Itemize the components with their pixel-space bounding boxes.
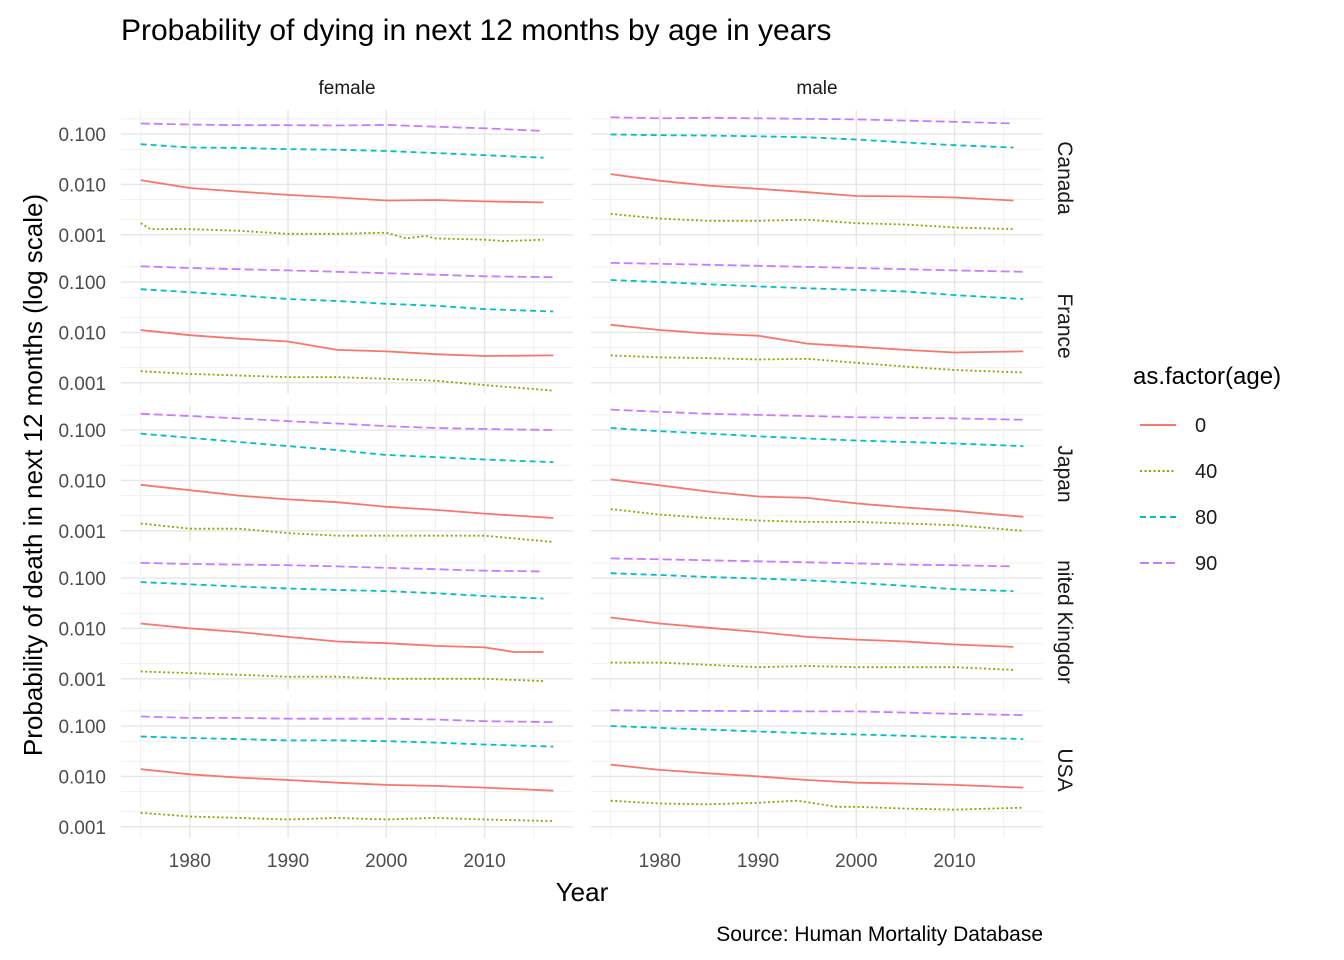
panel-france-female (140, 265, 554, 392)
series-line-age-90-japan-female (140, 412, 554, 431)
facet-col-label-male: male (796, 78, 837, 99)
series-line-age-40-usa-male (610, 799, 1024, 811)
series-line-age-80-usa-female (140, 735, 554, 748)
series-line-age-80-nited-kingdor-male (610, 572, 1014, 592)
panel-grid-canada-female (121, 110, 573, 246)
panel-grid-france-female (121, 258, 573, 394)
y-tick-label: 0.100 (58, 717, 106, 738)
series-line-age-0-japan-female (140, 483, 554, 519)
panel-japan-male (610, 408, 1024, 532)
panel-usa-female (140, 715, 554, 822)
y-tick-label: 0.001 (58, 670, 106, 691)
x-tick-label: 2010 (463, 851, 505, 872)
facet-row-label-france: France (1053, 293, 1076, 358)
legend-entry-0: 0 (1140, 415, 1206, 437)
x-tick-label: 2000 (365, 851, 407, 872)
legend-label-0: 0 (1195, 415, 1206, 437)
series-line-age-90-nited-kingdor-female (140, 562, 544, 573)
y-axis-title: Probability of death in next 12 months (… (18, 194, 48, 756)
series-line-age-0-canada-female (140, 179, 544, 204)
series-line-age-80-canada-male (610, 133, 1014, 149)
legend: as.factor(age) 0 40 80 90 (1133, 363, 1281, 575)
panel-grid-japan-female (121, 406, 573, 542)
y-tick-label: 0.001 (58, 374, 106, 395)
series-line-age-90-usa-male (610, 709, 1024, 716)
y-tick-label: 0.010 (58, 471, 106, 492)
panel-grid-nited-kingdor-male (591, 554, 1043, 690)
x-tick-label: 1990 (737, 851, 779, 872)
series-line-age-80-japan-male (610, 427, 1024, 447)
panel-france-male (610, 262, 1024, 374)
y-tick-label: 0.100 (58, 273, 106, 294)
panel-grid-usa-male (591, 702, 1043, 838)
facet-row-label-japan: Japan (1053, 445, 1076, 502)
y-tick-label: 0.001 (58, 522, 106, 543)
x-tick-label: 1980 (169, 851, 211, 872)
y-tick-label: 0.001 (58, 818, 106, 839)
x-tick-label: 2010 (933, 851, 975, 872)
x-tick-label: 1990 (267, 851, 309, 872)
series-line-age-80-france-female (140, 288, 554, 313)
panel-usa-male (610, 709, 1024, 811)
series-line-age-80-france-male (610, 279, 1024, 300)
legend-label-80: 80 (1195, 507, 1217, 529)
series-line-age-90-usa-female (140, 715, 554, 723)
panel-canada-male (610, 116, 1014, 230)
x-axis-title: Year (556, 877, 609, 907)
series-line-age-80-japan-female (140, 432, 554, 464)
series-line-age-0-canada-male (610, 173, 1014, 202)
series-line-age-90-japan-male (610, 408, 1024, 421)
series-line-age-0-france-male (610, 323, 1024, 354)
y-tick-label: 0.010 (58, 175, 106, 196)
facet-row-strips: Canada France Japan nited Kingdor USA (1053, 141, 1076, 791)
facet-col-label-female: female (318, 78, 375, 99)
source-caption: Source: Human Mortality Database (716, 923, 1043, 946)
series-line-age-0-nited-kingdor-male (610, 616, 1014, 648)
series-line-age-0-usa-female (140, 768, 554, 792)
legend-entry-80: 80 (1140, 507, 1217, 529)
x-tick-label: 2000 (835, 851, 877, 872)
y-tick-label: 0.010 (58, 323, 106, 344)
panel-nited-kingdor-female (140, 562, 544, 682)
series-line-age-90-nited-kingdor-male (610, 557, 1014, 568)
series-line-age-0-france-female (140, 329, 554, 357)
y-tick-label: 0.100 (58, 569, 106, 590)
legend-entry-90: 90 (1140, 553, 1217, 575)
series-line-age-40-canada-female (140, 222, 544, 243)
series-line-age-80-nited-kingdor-female (140, 581, 544, 600)
facet-row-label-usa: USA (1053, 748, 1076, 791)
chart-title: Probability of dying in next 12 months b… (121, 14, 831, 47)
series-line-age-0-japan-male (610, 478, 1024, 518)
panel-grid-usa-female (121, 702, 573, 838)
legend-label-90: 90 (1195, 553, 1217, 575)
y-tick-label: 0.010 (58, 619, 106, 640)
facet-row-label-canada: Canada (1053, 141, 1076, 215)
panel-japan-female (140, 412, 554, 543)
series-line-age-90-canada-female (140, 122, 544, 132)
legend-entry-40: 40 (1140, 461, 1217, 483)
facet-row-label-nited-kingdor: nited Kingdor (1053, 560, 1076, 684)
series-line-age-80-usa-male (610, 725, 1024, 740)
series-line-age-90-france-male (610, 262, 1024, 273)
series-line-age-0-usa-male (610, 763, 1024, 789)
series-line-age-0-nited-kingdor-female (140, 622, 544, 653)
y-tick-label: 0.100 (58, 421, 106, 442)
panel-grid-japan-male (591, 406, 1043, 542)
x-tick-label: 1980 (639, 851, 681, 872)
panel-nited-kingdor-male (610, 557, 1014, 671)
panel-canada-female (140, 122, 544, 243)
legend-label-40: 40 (1195, 461, 1217, 483)
panels-layer: female male Canada France Japan nited Kingdor… (58, 78, 1076, 872)
y-tick-label: 0.001 (58, 226, 106, 247)
y-tick-label: 0.100 (58, 125, 106, 146)
y-tick-label: 0.010 (58, 767, 106, 788)
legend-title: as.factor(age) (1133, 363, 1281, 390)
series-line-age-80-canada-female (140, 143, 544, 159)
series-line-age-90-canada-male (610, 116, 1014, 125)
series-line-age-90-france-female (140, 265, 554, 279)
